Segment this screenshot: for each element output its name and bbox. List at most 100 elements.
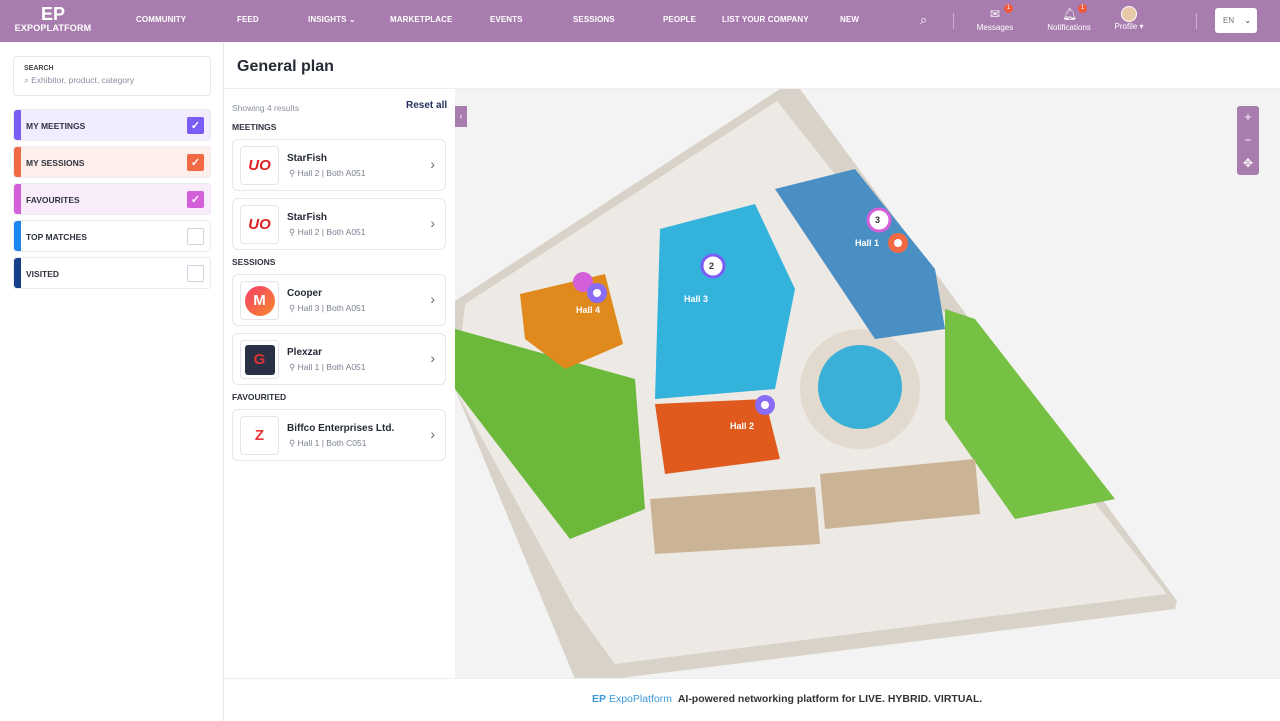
filter-sidebar: SEARCH ⌕ Exhibitor, product, category MY… (0, 42, 224, 721)
company-logo: UO (240, 205, 279, 244)
company-logo: G (240, 340, 279, 379)
filter-color-bar (14, 110, 21, 140)
pin-dot (894, 239, 902, 247)
nav-sessions[interactable]: SESSIONS (573, 15, 615, 24)
check-icon: ✓ (190, 120, 201, 132)
nav-feed[interactable]: FEED (237, 15, 259, 24)
filter-my-sessions[interactable]: MY SESSIONS ✓ (13, 146, 211, 178)
hall-3-building (655, 204, 795, 399)
filter-checkbox[interactable]: ✓ (187, 191, 204, 208)
logo[interactable]: EP EXPOPLATFORM (14, 4, 92, 33)
search-input[interactable]: SEARCH ⌕ Exhibitor, product, category (13, 56, 211, 96)
nav-people[interactable]: PEOPLE (663, 15, 697, 24)
filter-color-bar (14, 147, 21, 177)
move-icon[interactable]: ✥ (1242, 156, 1254, 170)
nav-marketplace[interactable]: MARKETPLACE (390, 15, 453, 24)
results-count: Showing 4 results (232, 103, 300, 113)
nav-list-company[interactable]: LIST YOUR COMPANY (722, 15, 809, 24)
filter-checkbox[interactable]: ✓ (187, 117, 204, 134)
warehouse-1 (650, 487, 820, 554)
footer (224, 678, 1280, 721)
map-zoom-controls: + − ✥ (1237, 106, 1259, 175)
messages-badge: 1 (1004, 4, 1013, 13)
language-select[interactable]: EN ⌄ (1215, 8, 1257, 33)
filter-checkbox[interactable]: ✓ (187, 154, 204, 171)
pin-marker[interactable] (700, 253, 726, 279)
zoom-in-button[interactable]: + (1244, 110, 1252, 124)
mail-icon: ✉ (989, 7, 1001, 21)
result-card[interactable]: G Plexzar ⚲ Hall 1 | Both A051 › (232, 333, 446, 385)
filter-checkbox[interactable] (187, 265, 204, 282)
collapse-panel-button[interactable]: ‹ (455, 106, 467, 127)
chevron-right-icon: › (430, 426, 435, 442)
divider (224, 88, 1280, 89)
section-heading: SESSIONS (232, 257, 276, 267)
zoom-out-button[interactable]: − (1244, 133, 1252, 147)
notifications-badge: 1 (1078, 4, 1087, 13)
filter-checkbox[interactable] (187, 228, 204, 245)
pin-marker[interactable] (573, 272, 593, 292)
filter-color-bar (14, 258, 21, 288)
map-pins: 3 2 (573, 207, 908, 415)
footer-branding: EP ExpoPlatform AI-powered networking pl… (592, 693, 983, 705)
pin-dot (593, 289, 601, 297)
location-pin-icon: ⚲ (289, 438, 296, 448)
hall-label: Hall 3 (684, 294, 708, 304)
top-nav: EP EXPOPLATFORM COMMUNITY FEED INSIGHTS ⌄… (0, 0, 1280, 42)
company-logo: Z (240, 416, 279, 455)
filter-top-matches[interactable]: TOP MATCHES (13, 220, 211, 252)
divider (1196, 13, 1197, 29)
hall-2-building (655, 399, 780, 474)
check-icon: ✓ (190, 157, 201, 169)
nav-events[interactable]: EVENTS (490, 15, 523, 24)
reset-all-button[interactable]: Reset all (406, 100, 448, 111)
hall-1-building (775, 169, 945, 339)
pin-number: 3 (875, 215, 880, 225)
chevron-right-icon: › (430, 156, 435, 172)
profile-button[interactable]: Profile ▾ (1110, 6, 1148, 31)
location-pin-icon: ⚲ (289, 227, 296, 237)
check-icon: ✓ (190, 194, 201, 206)
chevron-right-icon: › (430, 291, 435, 307)
page-title: General plan (237, 58, 334, 75)
filter-my-meetings[interactable]: MY MEETINGS ✓ (13, 109, 211, 141)
result-card[interactable]: M Cooper ⚲ Hall 3 | Both A051 › (232, 274, 446, 326)
hall-label: Hall 1 (855, 238, 879, 248)
park-right (945, 309, 1115, 519)
bell-icon: 🔔︎ (1062, 7, 1076, 21)
pin-marker[interactable] (866, 207, 892, 233)
park-left (455, 329, 645, 539)
avatar (1121, 6, 1137, 22)
chevron-down-icon: ⌄ (1244, 16, 1252, 25)
pin-dot (761, 401, 769, 409)
notifications-button[interactable]: 🔔︎ Notifications 1 (1047, 4, 1091, 32)
filter-favourites[interactable]: FAVOURITES ✓ (13, 183, 211, 215)
map-canvas[interactable]: Hall 1 Hall 2 Hall 3 Hall 4 3 2 (455, 89, 1280, 679)
section-heading: MEETINGS (232, 122, 277, 132)
filter-visited[interactable]: VISITED (13, 257, 211, 289)
nav-community[interactable]: COMMUNITY (136, 15, 187, 24)
venue-map[interactable]: Hall 1 Hall 2 Hall 3 Hall 4 3 2 (455, 89, 1280, 679)
filter-color-bar (14, 221, 21, 251)
hall-label: Hall 4 (576, 305, 600, 315)
result-card[interactable]: Z Biffco Enterprises Ltd. ⚲ Hall 1 | Bot… (232, 409, 446, 461)
chevron-right-icon: › (430, 215, 435, 231)
filter-color-bar (14, 184, 21, 214)
expoplatform-logo-icon: EP (592, 693, 607, 705)
divider (953, 13, 954, 29)
location-pin-icon: ⚲ (289, 362, 296, 372)
company-logo: M (240, 281, 279, 320)
result-card[interactable]: UO StarFish ⚲ Hall 2 | Both A051 › (232, 198, 446, 250)
section-heading: FAVOURITED (232, 392, 287, 402)
search-icon[interactable]: ⌕ (920, 12, 928, 27)
nav-insights[interactable]: INSIGHTS ⌄ (308, 15, 356, 24)
result-card[interactable]: UO StarFish ⚲ Hall 2 | Both A051 › (232, 139, 446, 191)
hall-label: Hall 2 (730, 421, 754, 431)
location-pin-icon: ⚲ (289, 168, 296, 178)
company-logo: UO (240, 146, 279, 185)
messages-button[interactable]: ✉ Messages 1 (976, 4, 1014, 32)
search-icon: ⌕ (24, 75, 29, 85)
nav-new[interactable]: NEW (840, 15, 859, 24)
chevron-down-icon: ⌄ (348, 15, 356, 24)
location-pin-icon: ⚲ (289, 303, 296, 313)
